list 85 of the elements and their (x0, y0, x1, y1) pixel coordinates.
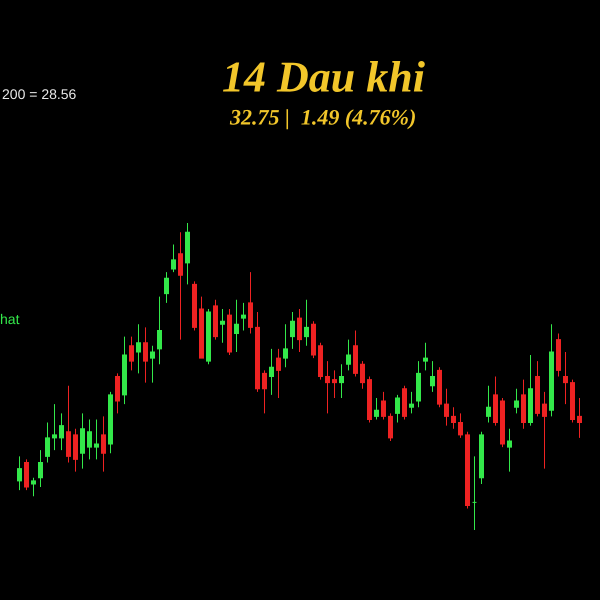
candlestick (185, 222, 190, 285)
candlestick (283, 324, 288, 368)
candlestick (542, 391, 547, 470)
candlestick (311, 320, 316, 359)
annotation: hat (0, 311, 20, 327)
candlestick (24, 458, 29, 491)
candlestick (423, 342, 428, 371)
candlestick (367, 376, 372, 424)
candlestick (507, 428, 512, 472)
candlestick (500, 397, 505, 448)
candlestick (122, 336, 127, 405)
candlestick (66, 385, 71, 463)
candlestick (304, 299, 309, 346)
candlestick (213, 299, 218, 340)
candlestick (178, 232, 183, 340)
candlestick (227, 308, 232, 356)
candlestick (31, 477, 36, 497)
candlestick (164, 272, 169, 304)
candlestick (241, 302, 246, 331)
candlestick (108, 391, 113, 454)
candlestick (395, 394, 400, 424)
candlestick (388, 412, 393, 442)
candlestick (332, 370, 337, 398)
candlestick (171, 244, 176, 273)
candlestick (290, 312, 295, 350)
candlestick (479, 431, 484, 484)
candlestick (248, 272, 253, 334)
candlestick (381, 391, 386, 420)
candlestick (430, 360, 435, 392)
candlestick (486, 385, 491, 424)
candlestick (444, 388, 449, 426)
candlestick (115, 372, 120, 414)
candlestick (353, 330, 358, 377)
candlestick (577, 397, 582, 438)
candlestick (325, 360, 330, 414)
candlestick (192, 280, 197, 331)
candlestick (437, 366, 442, 408)
candlestick (346, 339, 351, 371)
candlestick (318, 342, 323, 380)
candlestick (528, 354, 533, 426)
candlestick (255, 312, 260, 392)
candlestick (458, 412, 463, 438)
candlestick (52, 404, 57, 451)
candlestick (451, 406, 456, 430)
candlestick (234, 299, 239, 352)
candlestick (269, 348, 274, 396)
candlestick (199, 296, 204, 359)
chart-title: 14 Dau khi (222, 52, 426, 102)
candlestick (150, 345, 155, 384)
candlestick (374, 397, 379, 420)
candlestick (276, 348, 281, 398)
candlestick (339, 364, 344, 398)
candlestick (472, 456, 477, 530)
candlestick (416, 360, 421, 408)
candlestick (143, 326, 148, 384)
candlestick (514, 388, 519, 414)
candlestick (402, 385, 407, 420)
candlestick (129, 336, 134, 371)
candlestick (73, 428, 78, 472)
candlestick (80, 412, 85, 470)
candlestick (17, 456, 22, 491)
text: 200 = 28.56 (2, 86, 77, 102)
candlestick (59, 412, 64, 451)
candlestick (563, 351, 568, 405)
candlestick (157, 296, 162, 365)
candlestick (493, 376, 498, 426)
candlestick (535, 360, 540, 417)
chart-subtitle: 32.75 | 1.49 (4.76%) (229, 104, 416, 130)
candlestick (360, 360, 365, 390)
candlestick (465, 431, 470, 510)
candlestick (87, 418, 92, 460)
candlestick (206, 308, 211, 365)
candlestick (570, 379, 575, 424)
candlestick (521, 379, 526, 430)
candlestick (262, 370, 267, 414)
candlestick (45, 422, 50, 463)
candlestick (220, 308, 225, 344)
candlestick (556, 333, 561, 377)
candlestick (297, 308, 302, 352)
candlestick (409, 391, 414, 414)
candlestick (549, 324, 554, 417)
candlestick (94, 418, 99, 460)
candlestick (101, 416, 106, 472)
candlestick (136, 324, 141, 374)
candlestick (38, 450, 43, 488)
